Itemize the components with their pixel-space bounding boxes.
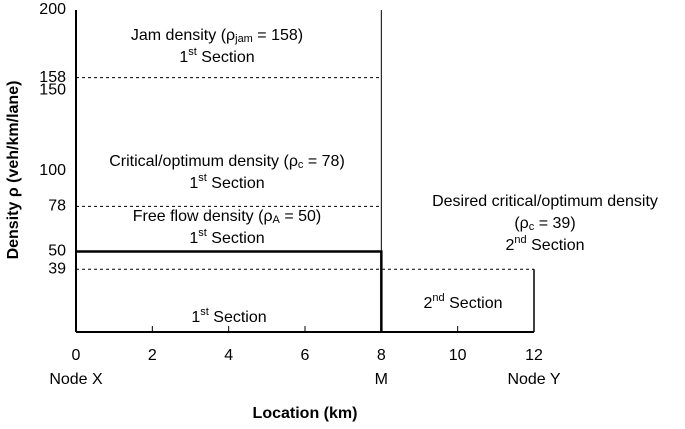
annotation-run: Section xyxy=(197,49,255,66)
annotation: 1st Section xyxy=(179,46,254,66)
annotation-run: Critical/optimum density (ρ xyxy=(109,153,298,170)
node-label: M xyxy=(375,371,388,388)
annotation: Critical/optimum density (ρc = 78) xyxy=(109,153,345,171)
annotation-run: Section xyxy=(209,309,267,326)
y-tick-label: 158 xyxy=(39,69,66,86)
annotation-run: 1 xyxy=(179,49,188,66)
annotation-run: 2 xyxy=(424,295,433,312)
annotation-run: st xyxy=(198,227,207,239)
annotation-run: c xyxy=(529,221,535,233)
node-label: Node X xyxy=(49,371,103,388)
x-tick-label: 4 xyxy=(224,347,233,364)
annotation-run: = 39) xyxy=(534,215,575,232)
annotation-run: Section xyxy=(207,175,265,192)
y-axis-label: Density ρ (veh/km/lane) xyxy=(5,81,22,260)
annotation-run: nd xyxy=(432,292,444,304)
x-tick-label: 2 xyxy=(148,347,157,364)
annotation-run: Section xyxy=(207,230,265,247)
y-tick-label: 50 xyxy=(48,243,66,260)
annotation-run: st xyxy=(188,46,197,58)
annotation-run: Jam density (ρ xyxy=(131,27,235,44)
x-tick-label: 0 xyxy=(72,347,81,364)
annotation: 1st Section xyxy=(189,172,264,192)
annotation: Desired critical/optimum density xyxy=(432,193,658,210)
annotation-run: nd xyxy=(514,234,526,246)
y-tick-label: 78 xyxy=(48,198,66,215)
x-tick-label: 8 xyxy=(377,347,386,364)
annotation: Free flow density (ρA = 50) xyxy=(133,208,322,226)
annotation-run: Free flow density (ρ xyxy=(133,208,273,225)
y-tick-label: 200 xyxy=(39,1,66,18)
annotation-run: = 158) xyxy=(253,27,303,44)
annotation-run: 2 xyxy=(506,237,515,254)
annotation-run: 1 xyxy=(191,309,200,326)
annotation-run: 1 xyxy=(189,175,198,192)
y-tick-label: 39 xyxy=(48,260,66,277)
annotation: 1st Section xyxy=(189,227,264,247)
annotation-run: = 50) xyxy=(280,208,321,225)
annotation-run: A xyxy=(273,214,281,226)
section xyxy=(76,250,383,332)
annotation-run: st xyxy=(200,306,209,318)
annotation-run: 1 xyxy=(189,230,198,247)
x-axis-label: Location (km) xyxy=(253,405,358,422)
annotation-run: (ρ xyxy=(514,215,528,232)
annotation-run: st xyxy=(198,172,207,184)
x-tick-label: 10 xyxy=(449,347,467,364)
annotation-run: Desired critical/optimum density xyxy=(432,193,658,210)
node-label: Node Y xyxy=(507,371,560,388)
annotation-run: Section xyxy=(445,295,503,312)
annotation: 2nd Section xyxy=(424,292,503,312)
annotation-run: Section xyxy=(527,237,585,254)
x-tick-label: 12 xyxy=(525,347,543,364)
annotation: 2nd Section xyxy=(506,234,585,254)
annotation-run: = 78) xyxy=(303,153,344,170)
annotation-run: jam xyxy=(234,33,253,45)
y-tick-label: 150 xyxy=(39,82,66,99)
annotation-run: c xyxy=(298,159,304,171)
y-tick-label: 100 xyxy=(39,162,66,179)
annotation: 1st Section xyxy=(191,306,266,326)
annotation: (ρc = 39) xyxy=(514,215,575,233)
annotation: Jam density (ρjam = 158) xyxy=(131,27,303,45)
x-tick-label: 6 xyxy=(301,347,310,364)
